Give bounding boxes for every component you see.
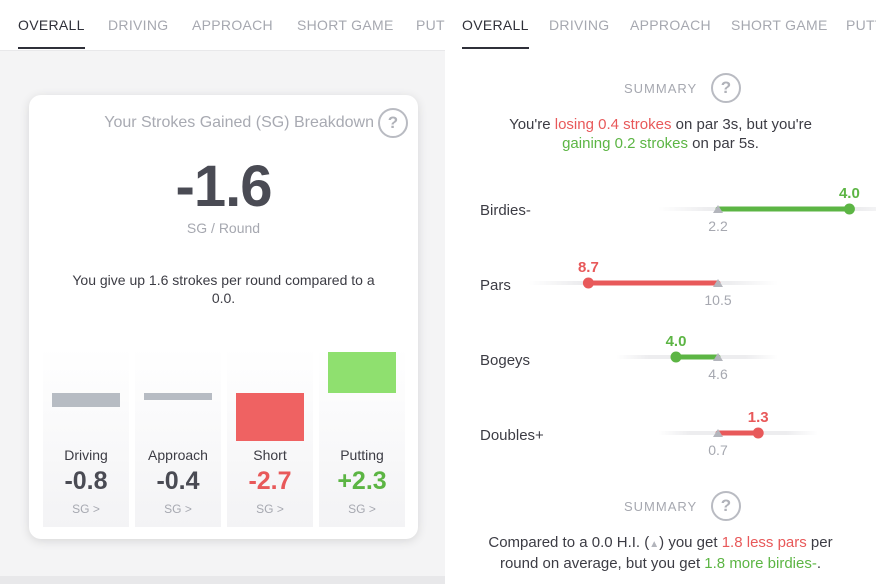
tab-driving[interactable]: DRIVING (108, 17, 169, 33)
sg-breakdown-panel: OVERALL DRIVING APPROACH SHORT GAME PUT … (0, 0, 445, 584)
benchmark-value-label: 10.5 (704, 292, 731, 308)
active-tab-indicator (18, 47, 85, 49)
divider (0, 50, 445, 51)
your-value-dot (582, 277, 594, 289)
approach-bar (144, 393, 212, 400)
summary-text-top: You're losing 0.4 strokes on par 3s, but… (509, 116, 812, 152)
tab-driving[interactable]: DRIVING (549, 17, 610, 33)
row-label-birdies: Birdies- (480, 202, 531, 219)
scoring-comparison-panel: OVERALL DRIVING APPROACH SHORT GAME PUTT… (445, 0, 876, 584)
your-value-label: 4.0 (666, 333, 687, 350)
tab-short-game[interactable]: SHORT GAME (731, 17, 828, 33)
category-sg-link[interactable]: SG > (72, 502, 100, 516)
help-icon[interactable]: ? (711, 491, 741, 521)
short-bar (236, 393, 304, 441)
benchmark-marker (713, 279, 723, 287)
your-value-label: 8.7 (578, 259, 599, 276)
sg-breakdown-card: Your Strokes Gained (SG) Breakdown ? -1.… (29, 95, 418, 539)
category-sg-link[interactable]: SG > (348, 502, 376, 516)
sg-per-round-label: SG / Round (186, 220, 261, 236)
divider (0, 576, 445, 584)
your-value-label: 4.0 (839, 185, 860, 202)
benchmark-triangle-icon: ▲ (649, 539, 660, 550)
category-short[interactable]: Short -2.7 SG > (227, 347, 313, 527)
row-label-pars: Pars (480, 277, 511, 294)
tab-bar: OVERALL DRIVING APPROACH SHORT GAME PUT (0, 0, 445, 50)
tab-putting[interactable]: PUTT (846, 17, 876, 33)
sg-description: You give up 1.6 strokes per round compar… (72, 272, 375, 306)
benchmark-value-label: 0.7 (708, 442, 728, 458)
sg-per-round-value: -1.6 (175, 154, 273, 219)
losing-strokes-highlight: losing 0.4 strokes (554, 116, 672, 133)
summary-text-bottom: Compared to a 0.0 H.I. (▲) you get 1.8 l… (488, 534, 833, 572)
category-approach[interactable]: Approach -0.4 SG > (135, 347, 221, 527)
less-pars-highlight: 1.8 less pars (721, 534, 807, 551)
category-driving[interactable]: Driving -0.8 SG > (43, 347, 129, 527)
tab-putting[interactable]: PUT (416, 17, 445, 33)
tab-bar: OVERALL DRIVING APPROACH SHORT GAME PUTT (445, 0, 876, 50)
category-value: -2.7 (248, 467, 292, 495)
category-putting[interactable]: Putting +2.3 SG > (319, 347, 405, 527)
tab-approach[interactable]: APPROACH (192, 17, 273, 33)
card-title: Your Strokes Gained (SG) Breakdown (104, 114, 374, 131)
category-value: -0.8 (64, 467, 108, 495)
active-tab-indicator (462, 47, 529, 49)
benchmark-value-label: 2.2 (708, 218, 728, 234)
benchmark-marker (713, 205, 723, 213)
putting-bar (328, 352, 396, 393)
benchmark-marker (713, 429, 723, 437)
tab-overall[interactable]: OVERALL (462, 17, 529, 33)
category-value: -0.4 (156, 467, 200, 495)
tab-overall[interactable]: OVERALL (18, 17, 85, 33)
tab-approach[interactable]: APPROACH (630, 17, 711, 33)
summary-heading: SUMMARY (624, 499, 698, 514)
category-name: Short (253, 447, 287, 463)
row-label-doubles: Doubles+ (480, 427, 544, 444)
row-label-bogeys: Bogeys (480, 352, 531, 369)
category-sg-link[interactable]: SG > (164, 502, 192, 516)
summary-heading: SUMMARY (624, 81, 698, 96)
your-value-label: 1.3 (748, 409, 769, 426)
benchmark-value-label: 4.6 (708, 366, 728, 382)
help-icon[interactable]: ? (378, 108, 408, 138)
help-icon[interactable]: ? (711, 73, 741, 103)
gaining-strokes-highlight: gaining 0.2 strokes (562, 135, 689, 152)
category-name: Approach (148, 447, 208, 463)
benchmark-marker (713, 353, 723, 361)
your-value-dot (752, 427, 764, 439)
category-value: +2.3 (337, 467, 387, 495)
tab-short-game[interactable]: SHORT GAME (297, 17, 394, 33)
category-name: Driving (64, 447, 108, 463)
driving-bar (52, 393, 120, 407)
more-birdies-highlight: 1.8 more birdies- (704, 555, 817, 572)
category-name: Putting (340, 447, 384, 463)
your-value-dot (843, 203, 855, 215)
your-value-dot (670, 351, 682, 363)
category-sg-link[interactable]: SG > (256, 502, 284, 516)
comparison-chart: 4.0 2.2 8.7 10.5 4.0 4.6 1.3 0.7 (528, 185, 876, 458)
